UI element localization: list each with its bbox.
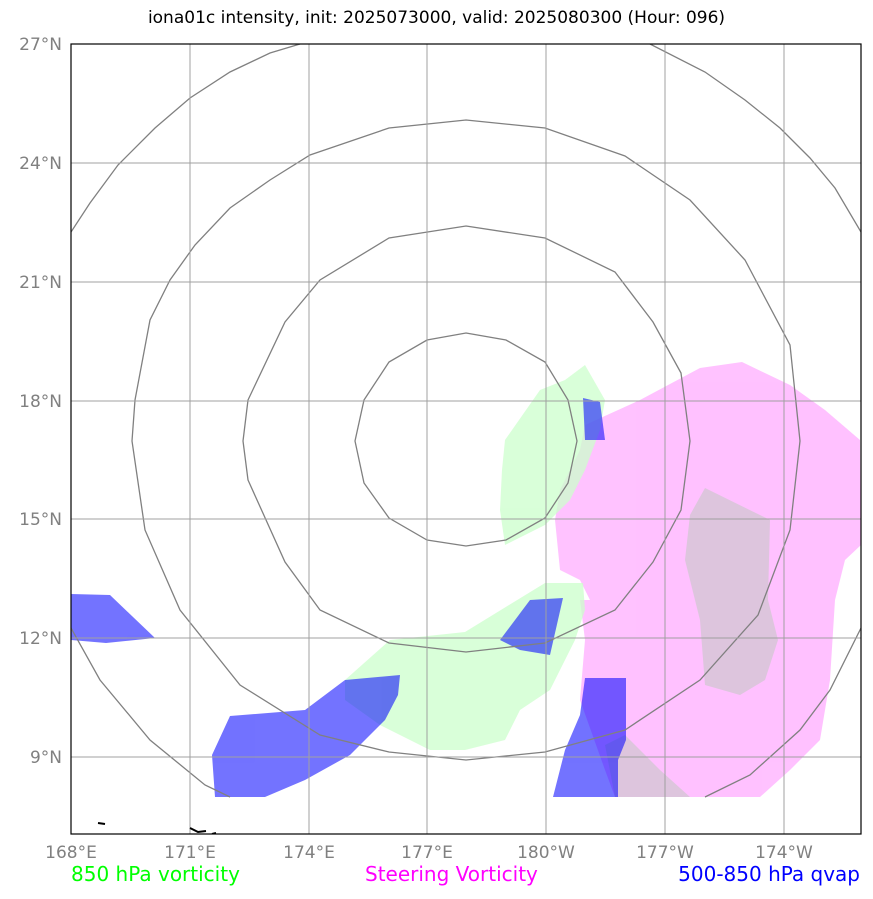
steering-vorticity-inner: [685, 488, 778, 695]
range-ring-4: [71, 44, 861, 233]
map-title: iona01c intensity, init: 2025073000, val…: [147, 8, 726, 28]
legend-vorticity: 850 hPa vorticity: [71, 862, 240, 886]
lat-label-12: 12°N: [19, 629, 62, 649]
lat-label-15: 15°N: [19, 510, 62, 530]
lon-label-168e: 168°E: [45, 843, 97, 863]
lon-label-180w: 180°W: [517, 843, 575, 863]
steering-vorticity-south: [605, 735, 690, 797]
legend-steering: Steering Vorticity: [365, 862, 538, 886]
range-rings: [71, 44, 861, 798]
lat-labels: 27°N 24°N 21°N 18°N 15°N 12°N 9°N: [19, 35, 62, 768]
range-ring-2: [242, 225, 691, 653]
map-frame: [70, 43, 862, 835]
legend-qvap: 500-850 hPa qvap: [678, 862, 860, 886]
lon-labels: 168°E 171°E 174°E 177°E 180°W 177°W 174°…: [45, 843, 813, 863]
lat-label-27: 27°N: [19, 35, 62, 55]
qvap-layer: [71, 398, 626, 797]
lon-label-171e: 171°E: [164, 843, 216, 863]
lat-label-9: 9°N: [30, 748, 62, 768]
qvap-area-center: [500, 598, 563, 655]
lon-label-177e: 177°E: [401, 843, 453, 863]
qvap-area-south: [553, 678, 626, 797]
qvap-area-west: [71, 594, 155, 643]
lon-label-174w: 174°W: [755, 843, 813, 863]
vorticity-area-north: [500, 365, 605, 545]
qvap-area-north: [583, 398, 605, 440]
lon-label-177w: 177°W: [636, 843, 694, 863]
lat-label-18: 18°N: [19, 392, 62, 412]
graticule: [71, 44, 861, 834]
range-ring-3: [131, 119, 801, 761]
range-ring-1: [354, 332, 578, 547]
lat-label-21: 21°N: [19, 273, 62, 293]
qvap-area-southwest: [212, 675, 400, 797]
lon-label-174e: 174°E: [283, 843, 335, 863]
lat-label-24: 24°N: [19, 154, 62, 174]
range-ring-4-south: [71, 627, 861, 798]
